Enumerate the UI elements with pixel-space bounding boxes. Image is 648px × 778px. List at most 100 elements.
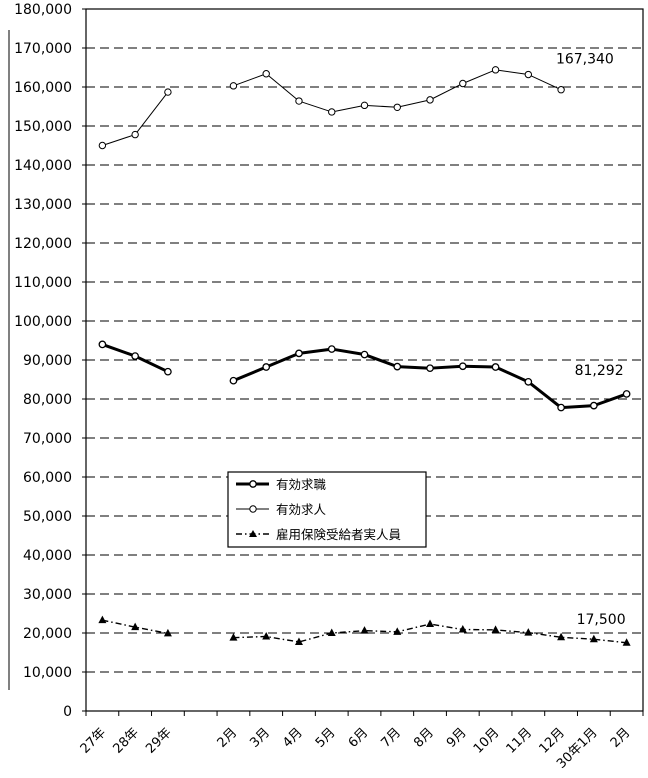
data-label-job-offers: 167,340 bbox=[556, 51, 614, 67]
y-tick-label: 140,000 bbox=[14, 158, 72, 174]
data-point bbox=[426, 96, 434, 104]
data-point bbox=[295, 97, 303, 105]
data-point bbox=[557, 403, 565, 412]
y-tick-label: 40,000 bbox=[23, 548, 72, 564]
series-insurance-recipients bbox=[98, 615, 631, 646]
legend-label-job-seekers: 有効求職 bbox=[276, 477, 327, 492]
series-job-offers bbox=[98, 66, 565, 150]
data-point bbox=[229, 376, 238, 385]
data-point bbox=[426, 364, 434, 373]
data-point bbox=[360, 350, 369, 359]
data-point bbox=[590, 401, 598, 410]
y-tick-label: 20,000 bbox=[23, 626, 72, 642]
legend-entry-insurance-recipients: 雇用保険受給者実人員 bbox=[236, 527, 402, 542]
legend-label-job-offers: 有効求人 bbox=[276, 502, 327, 517]
y-tick-label: 60,000 bbox=[23, 470, 72, 486]
data-point bbox=[491, 363, 500, 371]
y-tick-label: 0 bbox=[63, 704, 72, 720]
data-point bbox=[491, 66, 500, 74]
data-point bbox=[557, 86, 565, 94]
x-tick-label: 27年 bbox=[78, 725, 109, 756]
y-tick-label: 110,000 bbox=[14, 275, 72, 291]
data-point bbox=[393, 627, 402, 635]
x-tick-label: 9月 bbox=[444, 725, 470, 751]
series-group bbox=[98, 66, 631, 646]
y-tick-label: 70,000 bbox=[23, 431, 72, 447]
data-point bbox=[98, 141, 107, 150]
data-point bbox=[262, 632, 271, 640]
legend-label-insurance-recipients: 雇用保険受給者実人員 bbox=[276, 527, 402, 542]
data-point bbox=[426, 619, 435, 628]
data-point bbox=[164, 88, 172, 96]
data-point bbox=[328, 108, 336, 116]
x-tick-label: 10月 bbox=[471, 725, 502, 756]
data-point bbox=[524, 70, 533, 79]
data-point bbox=[458, 624, 467, 633]
data-point bbox=[524, 377, 533, 386]
y-tick-label: 10,000 bbox=[23, 665, 72, 681]
data-point bbox=[622, 638, 631, 646]
data-point bbox=[360, 626, 369, 634]
y-tick-label: 30,000 bbox=[23, 587, 72, 603]
data-label-job-seekers: 81,292 bbox=[575, 363, 624, 379]
data-point bbox=[131, 622, 140, 631]
x-tick-label: 29年 bbox=[143, 725, 174, 756]
y-tick-label: 150,000 bbox=[14, 119, 72, 135]
data-point bbox=[131, 130, 139, 139]
data-point bbox=[295, 349, 303, 358]
data-point bbox=[622, 390, 631, 398]
data-point bbox=[163, 628, 172, 637]
data-point bbox=[557, 632, 566, 641]
data-labels: 81,292 167,340 17,500 bbox=[556, 51, 626, 627]
data-point bbox=[262, 70, 270, 78]
data-point bbox=[98, 340, 107, 349]
y-tick-label: 160,000 bbox=[14, 80, 72, 96]
data-point bbox=[98, 615, 107, 624]
grid-lines bbox=[86, 47, 643, 673]
data-point bbox=[262, 363, 271, 371]
legend: 有効求職 有効求人 雇用保険受給者実人員 bbox=[227, 471, 427, 548]
x-tick-label: 7月 bbox=[378, 725, 404, 751]
series-job-seekers bbox=[98, 340, 631, 412]
legend-entry-job-offers: 有効求人 bbox=[236, 502, 327, 517]
data-point bbox=[327, 628, 336, 636]
x-tick-label: 5月 bbox=[313, 725, 339, 751]
legend-marker-job-seekers bbox=[249, 480, 257, 488]
y-tick-label: 90,000 bbox=[23, 353, 72, 369]
data-point bbox=[164, 367, 172, 376]
data-point bbox=[524, 628, 533, 636]
legend-entry-job-seekers: 有効求職 bbox=[236, 477, 327, 492]
x-tick-label: 4月 bbox=[280, 725, 306, 751]
y-tick-label: 50,000 bbox=[23, 509, 72, 525]
y-tick-label: 130,000 bbox=[14, 197, 72, 213]
plot-area-frame bbox=[85, 8, 644, 712]
data-point bbox=[229, 82, 238, 90]
data-point bbox=[491, 625, 500, 633]
data-point bbox=[393, 103, 401, 111]
x-tick-label: 2月 bbox=[215, 725, 241, 751]
data-point bbox=[131, 352, 139, 360]
data-point bbox=[458, 362, 467, 371]
data-label-insurance-recipients: 17,500 bbox=[577, 612, 626, 628]
y-tick-label: 170,000 bbox=[14, 41, 72, 57]
y-axis-ticks: 0 10,000 20,000 30,000 40,000 50,000 60,000 70,… bbox=[14, 2, 86, 720]
data-point bbox=[327, 345, 336, 353]
data-point bbox=[393, 362, 402, 371]
x-tick-label: 11月 bbox=[504, 725, 535, 756]
x-tick-label: 3月 bbox=[247, 725, 273, 751]
series-line-insurance-recipients bbox=[102, 619, 169, 635]
legend-marker-job-offers bbox=[249, 505, 257, 513]
x-tick-label: 28年 bbox=[110, 725, 141, 756]
data-point bbox=[589, 634, 598, 643]
y-tick-label: 100,000 bbox=[14, 314, 72, 330]
data-point bbox=[294, 637, 303, 645]
x-tick-label: 2月 bbox=[608, 725, 634, 751]
data-point bbox=[360, 101, 369, 110]
y-tick-label: 120,000 bbox=[14, 236, 72, 252]
y-tick-label: 180,000 bbox=[14, 2, 72, 18]
x-tick-label: 6月 bbox=[346, 725, 372, 751]
x-tick-label: 8月 bbox=[411, 725, 437, 751]
data-point bbox=[459, 79, 467, 88]
legend-marker-insurance-recipients bbox=[249, 530, 257, 537]
